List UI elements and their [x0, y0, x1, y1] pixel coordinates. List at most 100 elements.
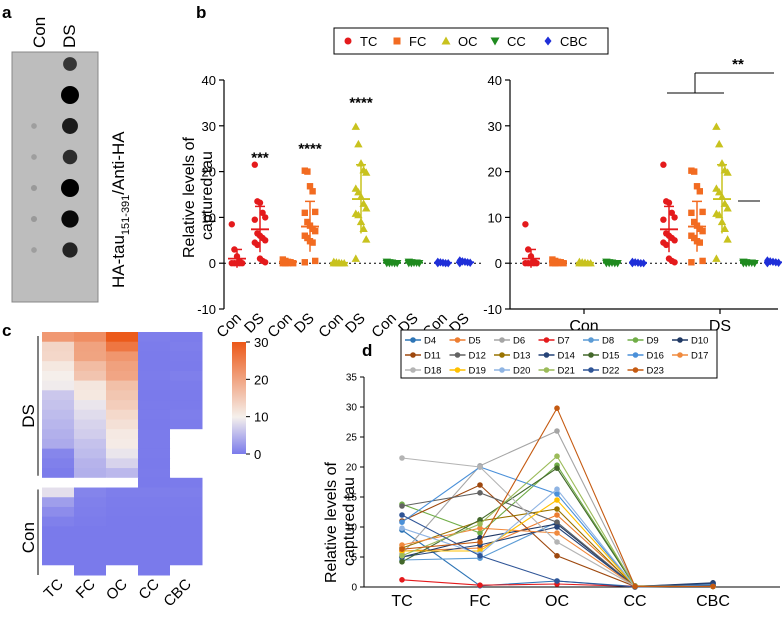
heatmap-cell-r9-c3: [106, 409, 139, 420]
heatmap-cell-r23-c2: [74, 545, 107, 557]
colorbar-tick-label-20: 20: [254, 372, 268, 387]
heatmap-cell-r10-c1: [42, 419, 75, 430]
blot-dot-con-7: [31, 247, 37, 253]
heatmap-cell-r23-c5: [170, 545, 203, 557]
heatmap-cell-r1-c5: [170, 332, 203, 343]
b-left-fc-ds-point: [304, 234, 311, 242]
heatmap-cell-r19-c4: [138, 506, 171, 518]
b-right-ytick-label-20: 20: [488, 165, 502, 180]
d-point-d21-tc: [399, 553, 405, 559]
heatmap-cell-r16-c5: [170, 477, 203, 489]
d-point-d23-cbc: [710, 583, 716, 590]
blot-col-ds: DS: [60, 24, 79, 48]
b-right-tc-con-point: [530, 260, 537, 267]
b-left-fc-ds-point: [309, 188, 316, 195]
heatmap-cell-r15-c4: [138, 468, 171, 479]
b-right-tc-ds-point: [660, 216, 667, 223]
d-point-d5-oc: [554, 512, 560, 518]
heatmap-cell-r2-c3: [106, 341, 139, 352]
heatmap-cell-r14-c1: [42, 458, 75, 469]
d-ylabel-line2: captured tau: [341, 477, 358, 566]
b-left-oc-ds-point: [362, 204, 371, 212]
b-right-oc-ds-point: [723, 204, 732, 212]
d-legend-label-d19: D19: [469, 366, 486, 377]
b-right-oc-ds-point: [723, 168, 732, 176]
heatmap-cell-r17-c3: [106, 487, 139, 498]
heatmap-cell-r21-c3: [106, 526, 139, 537]
d-legend-marker-d18: [410, 367, 416, 373]
d-legend-marker-d10: [677, 337, 683, 343]
heatmap-cell-r15-c2: [74, 468, 107, 479]
d-point-d7-fc: [477, 582, 483, 588]
d-legend-label-d4: D4: [424, 336, 436, 347]
heatmap-cell-r25-c1: [42, 565, 75, 576]
legend-label-oc: OC: [458, 34, 478, 49]
d-legend-marker-d22: [588, 367, 594, 373]
d-point-d15-oc: [554, 465, 560, 472]
heatmap-cell-r12-c5: [170, 438, 203, 450]
legend-b-box: [333, 27, 609, 55]
heatmap-cell-r1-c1: [42, 332, 75, 343]
b-left-tc-ds-point: [262, 214, 269, 221]
heatmap-cell-r14-c4: [138, 458, 171, 469]
d-legend-label-d15: D15: [602, 351, 619, 362]
blot-dot-ds-1: [63, 57, 77, 71]
d-point-d12-oc: [554, 519, 560, 525]
b-left-oc-ds-point: [351, 254, 360, 262]
b-right-significance-1: **: [732, 56, 744, 73]
legend-marker-cc: [490, 37, 500, 46]
heatmap-cell-r24-c2: [74, 555, 107, 566]
d-point-d11-oc: [554, 553, 560, 559]
heatmap-cell-r7-c4: [138, 390, 171, 401]
d-point-d21-fc: [477, 521, 483, 527]
d-point-d13-oc: [554, 506, 560, 512]
b-right-oc-ds-point: [715, 139, 724, 148]
panel-letter-a: a: [2, 3, 12, 22]
heatmap-col-label-oc: OC: [103, 576, 131, 604]
heatmap-cell-r14-c2: [74, 458, 107, 469]
b-right-fc-ds-point: [699, 227, 706, 235]
heatmap-cell-r6-c3: [106, 380, 139, 391]
d-ytick-label-30: 30: [346, 403, 358, 414]
b-left-oc-ds-point: [351, 122, 360, 130]
heatmap-cell-r24-c5: [170, 555, 203, 566]
b-left-significance-2: ****: [298, 140, 322, 157]
blot-dot-con-6: [30, 215, 38, 223]
d-legend-label-d8: D8: [602, 336, 614, 347]
heatmap-cell-r11-c3: [106, 429, 139, 440]
heatmap-cell-r12-c2: [74, 438, 107, 450]
b-left-fc-ds-point: [312, 257, 319, 265]
legend-marker-fc: [393, 37, 401, 45]
heatmap-cell-r11-c5: [170, 429, 203, 440]
d-xtick-label-oc: OC: [545, 593, 569, 610]
d-legend-label-d10: D10: [691, 336, 708, 347]
heatmap-cell-r17-c4: [138, 487, 171, 498]
d-legend-label-d5: D5: [469, 336, 481, 347]
b-right-ytick-label-10: 10: [488, 210, 502, 225]
heatmap-cell-r25-c2: [74, 565, 107, 576]
b-left-fc-con-point: [290, 260, 297, 267]
heatmap-cell-r3-c4: [138, 351, 171, 362]
d-legend-marker-d11: [410, 352, 416, 358]
heatmap-cell-r3-c1: [42, 351, 75, 362]
heatmap-cell-r2-c1: [42, 341, 75, 352]
b-left-tc-ds-point: [251, 216, 258, 223]
d-point-d21-oc: [554, 453, 560, 460]
b-right-tc-ds-point: [668, 209, 675, 217]
d-point-d18-tc: [399, 455, 405, 461]
heatmap-cell-r19-c3: [106, 506, 139, 518]
heatmap-cell-r14-c5: [170, 458, 203, 469]
d-legend-marker-d23: [632, 367, 639, 373]
b-right-ytick-label-0: 0: [495, 256, 502, 271]
d-legend-label-d17: D17: [691, 351, 708, 362]
heatmap-cell-r3-c2: [74, 351, 107, 362]
b-right-ytick-label-40: 40: [488, 73, 502, 88]
b-left-ytick-label-0: 0: [209, 256, 216, 271]
colorbar-tick-label-30: 30: [254, 335, 268, 350]
b-right-oc-ds-point: [712, 122, 721, 130]
heatmap-cell-r17-c1: [42, 487, 75, 498]
d-point-d9-fc: [477, 530, 483, 536]
b-right-fc-con-point: [560, 260, 567, 267]
b-ylabel-line1: Relative levels of: [181, 137, 198, 259]
